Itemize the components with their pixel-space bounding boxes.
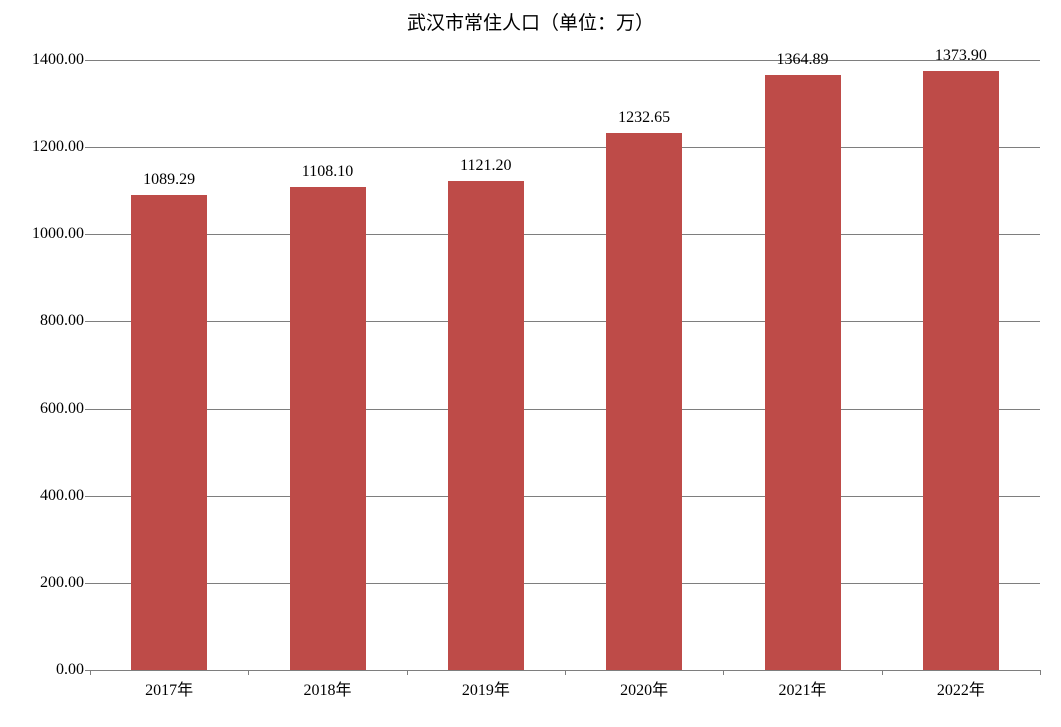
gridline (90, 583, 1040, 584)
ytick-label: 0.00 (56, 661, 90, 679)
xtick-mark (882, 670, 883, 675)
bar-value-label: 1089.29 (143, 171, 195, 189)
bar-value-label: 1364.89 (777, 51, 829, 69)
chart-title: 武汉市常住人口（单位：万） (0, 8, 1061, 35)
bar (131, 195, 207, 670)
xtick-label: 2018年 (303, 670, 351, 700)
bar (290, 187, 366, 670)
chart-container: 武汉市常住人口（单位：万） 0.00200.00400.00600.00800.… (0, 0, 1061, 727)
ytick-label: 1000.00 (32, 225, 90, 243)
bar (923, 71, 999, 670)
xtick-label: 2021年 (778, 670, 826, 700)
xtick-mark (565, 670, 566, 675)
bar (765, 75, 841, 670)
ytick-label: 800.00 (40, 312, 90, 330)
ytick-label: 200.00 (40, 574, 90, 592)
bar (606, 133, 682, 670)
xtick-label: 2017年 (145, 670, 193, 700)
ytick-label: 1400.00 (32, 51, 90, 69)
bar-value-label: 1121.20 (460, 157, 511, 175)
bar (448, 181, 524, 670)
gridline (90, 496, 1040, 497)
plot-area: 0.00200.00400.00600.00800.001000.001200.… (90, 60, 1040, 671)
xtick-mark (1040, 670, 1041, 675)
bar-value-label: 1232.65 (618, 109, 670, 127)
gridline (90, 234, 1040, 235)
gridline (90, 147, 1040, 148)
ytick-label: 400.00 (40, 487, 90, 505)
gridline (90, 409, 1040, 410)
xtick-mark (723, 670, 724, 675)
bar-value-label: 1373.90 (935, 47, 987, 65)
gridline (90, 60, 1040, 61)
bar-value-label: 1108.10 (302, 163, 353, 181)
gridline (90, 321, 1040, 322)
xtick-label: 2022年 (937, 670, 985, 700)
ytick-label: 1200.00 (32, 138, 90, 156)
xtick-mark (248, 670, 249, 675)
ytick-label: 600.00 (40, 400, 90, 418)
xtick-mark (90, 670, 91, 675)
xtick-label: 2020年 (620, 670, 668, 700)
xtick-label: 2019年 (462, 670, 510, 700)
xtick-mark (407, 670, 408, 675)
